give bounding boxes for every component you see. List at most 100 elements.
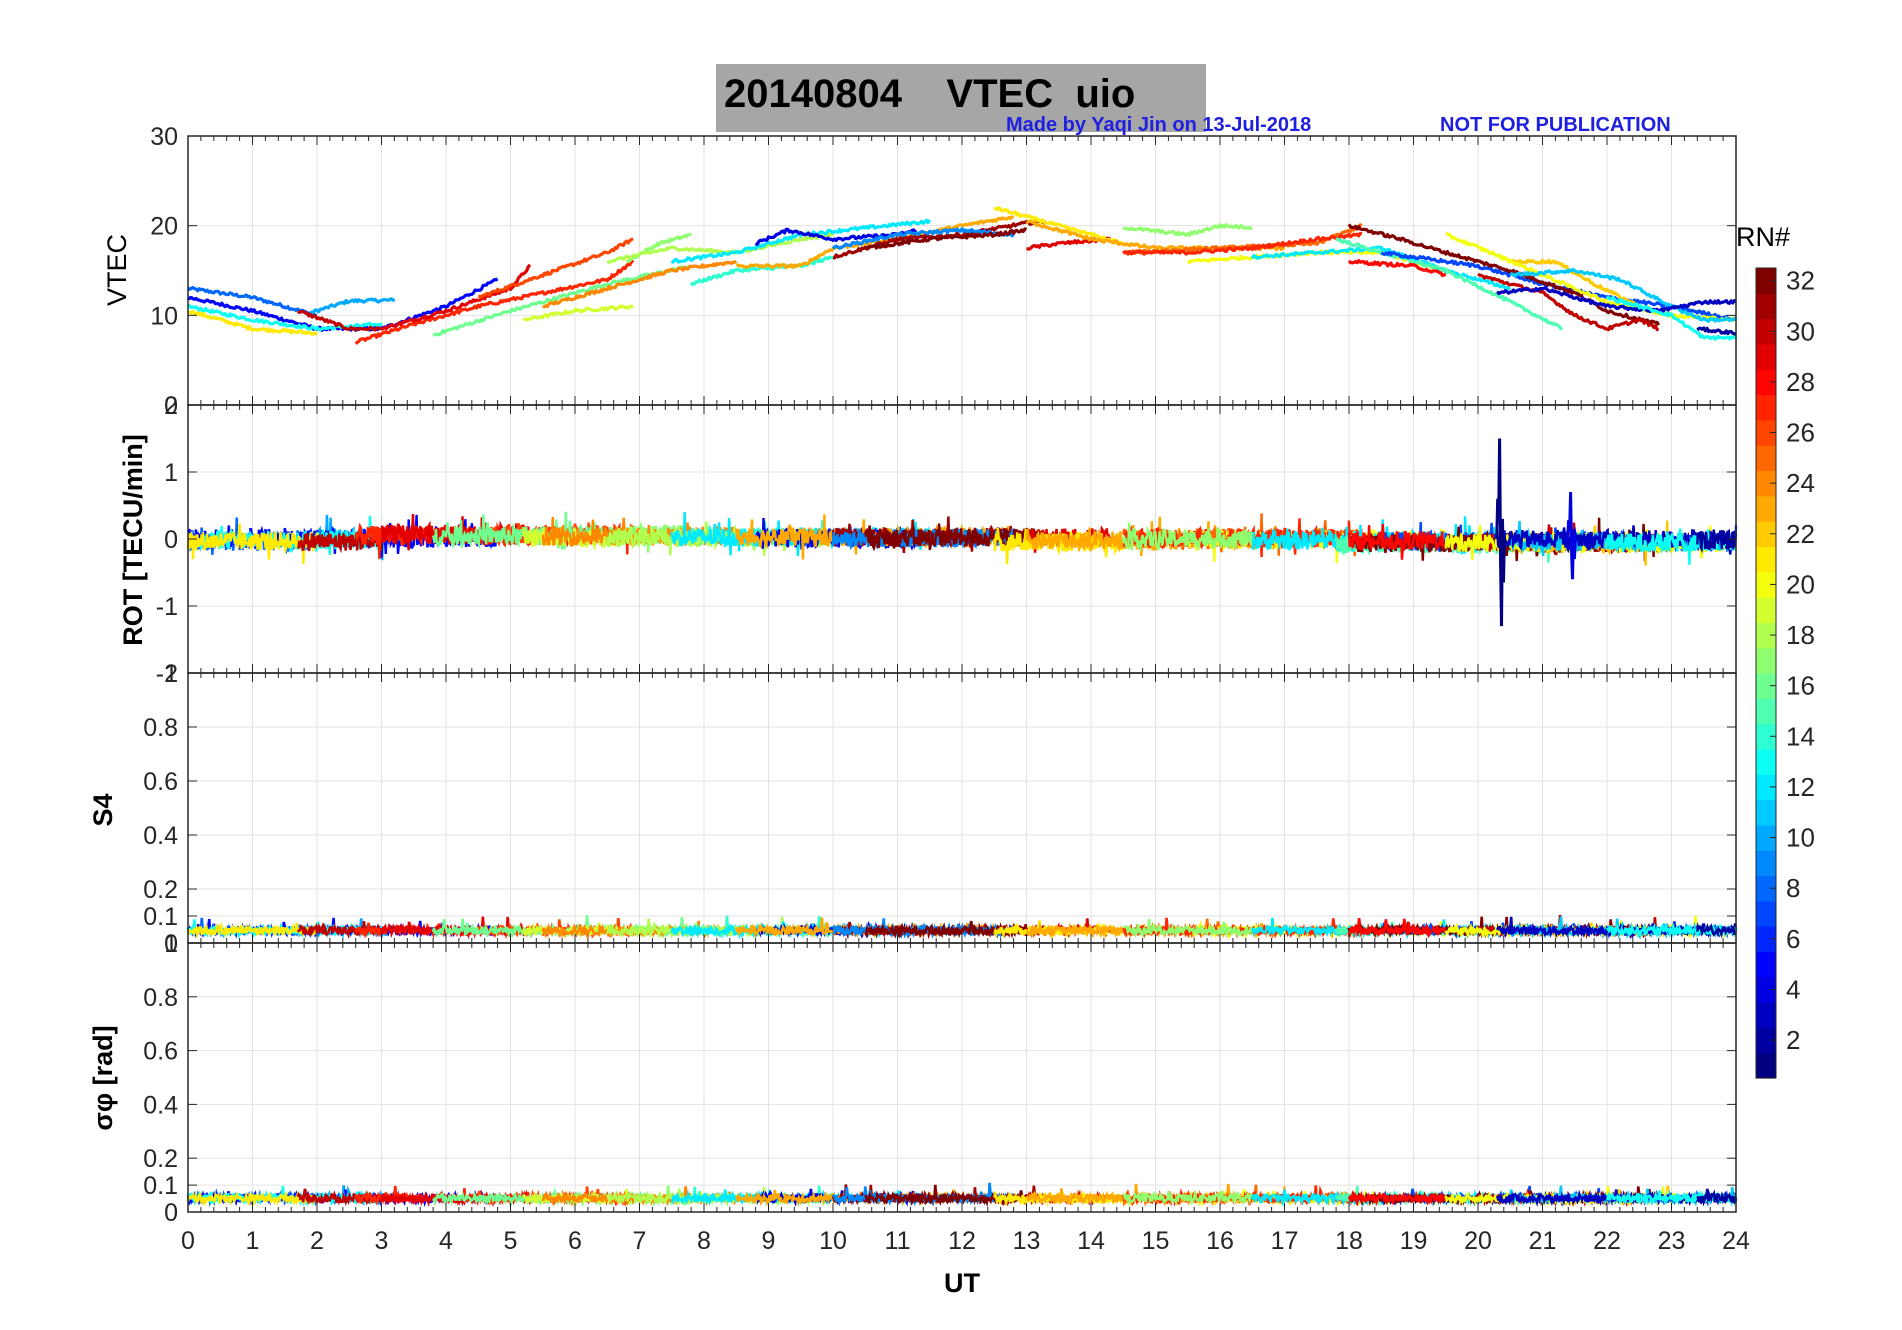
vtec-arc-prn11 — [1510, 267, 1737, 323]
rot-trace-prn2 — [1696, 528, 1738, 554]
vtec-arc-prn24 — [542, 259, 738, 309]
sigma-phi-ytick-label: 0.2 — [143, 1145, 178, 1173]
colorbar-segment — [1756, 268, 1776, 294]
panels — [187, 135, 1737, 1213]
vtec-arc-prn2 — [1696, 326, 1737, 336]
frames — [187, 135, 1737, 1213]
colorbar-tick-label: 6 — [1786, 924, 1800, 954]
colorbar-tick-label: 28 — [1786, 367, 1815, 397]
vtec-arc-prn3 — [1496, 286, 1737, 314]
colorbar-tick-label: 32 — [1786, 266, 1815, 296]
colorbar-segment — [1756, 521, 1776, 548]
x-tick-label: 21 — [1529, 1227, 1557, 1255]
colorbar-segment — [1756, 318, 1776, 345]
sigma-phi-trace-prn2 — [1696, 1188, 1738, 1207]
colorbar-segment — [1756, 293, 1776, 320]
colorbar-tick-label: 10 — [1786, 823, 1815, 853]
s4-ytick-label: 0.8 — [143, 714, 178, 742]
s4-ytick-label: 0.6 — [143, 768, 178, 796]
colorbar-segment — [1756, 900, 1776, 927]
vtec-arc-prn13 — [186, 304, 383, 332]
colorbar-segment — [1756, 647, 1776, 674]
data-layer — [186, 206, 1738, 1208]
x-tick-label: 3 — [375, 1227, 389, 1255]
s4-ytick-label: 1 — [164, 660, 178, 688]
s4-ytick-label: 0.4 — [143, 822, 178, 850]
x-tick-label: 22 — [1593, 1227, 1621, 1255]
colorbar-tick-label: 4 — [1786, 974, 1800, 1004]
vtec-arc-prn10 — [309, 297, 396, 315]
vtec-arc-prn19 — [522, 304, 634, 322]
x-tick-label: 8 — [697, 1227, 711, 1255]
colorbar-segment — [1756, 445, 1776, 472]
x-tick-label: 2 — [310, 1227, 324, 1255]
vtec-arc-prn21 — [993, 206, 1125, 246]
colorbar-segment — [1756, 546, 1776, 573]
colorbar-tick-label: 8 — [1786, 873, 1800, 903]
colorbar-segment — [1756, 369, 1776, 396]
vtec-arc-prn30 — [1477, 272, 1659, 332]
sigma-phi-trace-prn21 — [186, 1190, 319, 1207]
rot-ytick-label: 1 — [164, 459, 178, 487]
chart-title: 20140804 VTEC uio — [724, 72, 1135, 117]
s4-trace-prn17 — [1123, 918, 1254, 939]
rot-trace-prn23 — [1025, 516, 1286, 556]
sigma-phi-ytick-label: 0 — [164, 1199, 178, 1227]
x-tick-label: 10 — [819, 1227, 847, 1255]
colorbar-segment — [1756, 571, 1776, 598]
rot-trace-prn32 — [864, 523, 1028, 552]
rot-trace-prn21 — [993, 527, 1124, 565]
colorbar-tick-label: 22 — [1786, 519, 1815, 549]
rot-edge-ytick-label: 2 — [164, 392, 178, 420]
vtec-arc-prn27 — [1122, 231, 1363, 256]
x-tick-label: 6 — [568, 1227, 582, 1255]
x-tick-label: 11 — [885, 1227, 911, 1255]
rot-trace-prn21 — [186, 523, 319, 564]
rot-trace-prn30 — [297, 532, 383, 554]
x-tick-label: 5 — [504, 1227, 518, 1255]
colorbar-segment — [1756, 673, 1776, 699]
x-axis-label: UT — [944, 1268, 980, 1298]
sigma-phi-ytick-label: 0.6 — [143, 1038, 178, 1066]
colorbar-segment — [1756, 824, 1776, 851]
colorbar-segment — [1756, 926, 1776, 953]
vtec-arc-prn13 — [1605, 295, 1738, 341]
s4-ylabel: S4 — [88, 793, 118, 826]
colorbar-tick-label: 26 — [1786, 418, 1815, 448]
title-product: VTEC — [946, 72, 1054, 116]
vtec-arc-prn5 — [186, 277, 499, 332]
colorbar-tick-label: 14 — [1786, 721, 1815, 751]
colorbar-segment — [1756, 1027, 1776, 1054]
x-tick-label: 16 — [1206, 1227, 1234, 1255]
vtec-ytick-label: 30 — [150, 123, 178, 151]
vtec-arc-prn17 — [1122, 223, 1253, 237]
vtec-ytick-label: 0 — [164, 392, 178, 420]
s4-trace-prn21 — [186, 921, 319, 939]
x-tick-label: 18 — [1335, 1227, 1363, 1255]
rot-spike-prn1 — [1495, 438, 1506, 627]
vtec-arc-prn12 — [670, 218, 932, 265]
colorbar-segment — [1756, 799, 1776, 826]
rot-ylabel: ROT [TECU/min] — [118, 434, 148, 645]
title-station: uio — [1075, 72, 1136, 116]
s4-trace-prn28 — [1347, 917, 1447, 939]
vtec-arc-prn21 — [187, 309, 319, 336]
colorbar-tick-label: 18 — [1786, 620, 1815, 650]
s4-trace-prn2 — [1696, 922, 1737, 938]
sigma-phi-ylabel: σφ [rad] — [88, 1025, 118, 1130]
sigma-phi-ytick-label: 1 — [164, 930, 178, 958]
x-tick-label: 9 — [762, 1227, 776, 1255]
colorbar-segment — [1756, 748, 1776, 775]
colorbar-tick-label: 2 — [1786, 1025, 1800, 1055]
colorbar-segment — [1756, 495, 1776, 522]
title-date: 20140804 — [724, 72, 902, 116]
colorbar-segment — [1756, 622, 1776, 649]
x-tick-label: 13 — [1013, 1227, 1041, 1255]
colorbar-segment — [1756, 698, 1776, 725]
vtec-arc-prn18 — [606, 232, 834, 265]
x-tick-label: 20 — [1464, 1227, 1492, 1255]
colorbar-tick-label: 16 — [1786, 671, 1815, 701]
x-tick-label: 12 — [948, 1227, 976, 1255]
colorbar-tick-label: 24 — [1786, 468, 1815, 498]
